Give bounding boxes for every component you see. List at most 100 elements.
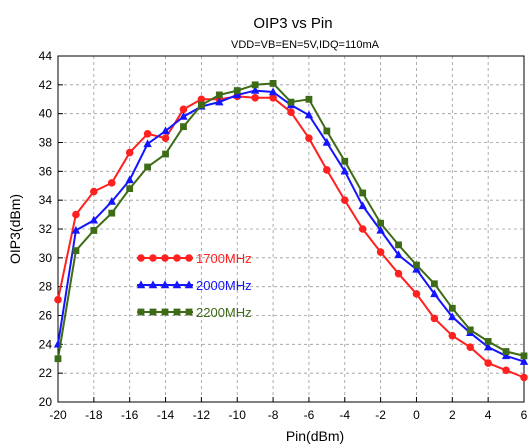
data-point-2000mhz: [483, 342, 493, 351]
data-point-2000mhz: [519, 357, 528, 365]
data-point-2000mhz: [394, 250, 403, 259]
axis-ticks: -20 -18 -16 -14 -12 -10 -8 -6 -4 -2 0 2 4 62022242628…: [39, 49, 528, 422]
data-point-2200mhz: [269, 79, 277, 87]
legend-marker-2200mhz: [173, 308, 181, 316]
data-point-2200mhz: [233, 87, 241, 94]
data-point-2200mhz: [287, 98, 295, 106]
y-tick-label: 36: [39, 164, 53, 178]
y-tick-label: 20: [39, 395, 53, 409]
data-point-1700mhz: [54, 295, 62, 304]
data-point-2000mhz: [125, 175, 134, 184]
data-point-2000mhz: [358, 201, 367, 210]
data-point-2000mhz: [340, 166, 349, 175]
x-tick-label: -12: [193, 408, 211, 422]
data-point-2000mhz: [304, 110, 314, 119]
data-point-2000mhz: [322, 137, 332, 146]
data-point-2200mhz: [502, 348, 510, 355]
legend-marker-1700mhz: [161, 254, 169, 262]
legend-marker-1700mhz: [149, 254, 157, 262]
y-tick-label: 28: [39, 280, 53, 294]
data-point-2000mhz: [376, 225, 385, 234]
legend-label-1700mhz: 1700MHz: [196, 251, 252, 266]
x-tick-label: 0: [413, 408, 420, 422]
legend-marker-2200mhz: [149, 308, 157, 316]
legend-marker-1700mhz: [185, 254, 193, 262]
legend-marker-2000mhz: [184, 280, 194, 289]
data-point-2200mhz: [197, 101, 205, 109]
data-point-2200mhz: [251, 81, 259, 89]
data-point-2000mhz: [430, 289, 439, 298]
y-tick-label: 24: [39, 337, 53, 351]
data-point-2000mhz: [143, 139, 152, 148]
data-point-1700mhz: [358, 225, 367, 233]
legend-marker-2000mhz: [148, 280, 158, 289]
legend-item-1700mhz: 1700MHz: [137, 251, 252, 266]
legend-marker-1700mhz: [173, 254, 181, 262]
data-point-1700mhz: [161, 134, 170, 142]
y-tick-label: 32: [39, 222, 53, 236]
y-tick-label: 22: [39, 366, 53, 380]
data-point-1700mhz: [466, 343, 475, 352]
legend-label-2000mhz: 2000MHz: [196, 278, 252, 293]
legend-marker-2000mhz: [172, 280, 182, 289]
data-point-2200mhz: [413, 261, 420, 269]
x-tick-label: 6: [521, 408, 528, 422]
x-tick-label: -20: [49, 408, 67, 422]
data-point-1700mhz: [125, 148, 134, 157]
data-point-2000mhz: [250, 86, 260, 94]
data-point-1700mhz: [269, 94, 277, 102]
y-tick-label: 30: [39, 251, 53, 265]
data-point-2200mhz: [520, 352, 528, 360]
data-point-2200mhz: [377, 219, 385, 227]
data-point-2000mhz: [161, 126, 170, 135]
data-point-1700mhz: [394, 269, 403, 278]
data-point-1700mhz: [430, 314, 439, 323]
x-tick-label: -2: [375, 408, 386, 422]
y-tick-label: 44: [39, 49, 53, 63]
data-point-2200mhz: [54, 355, 62, 363]
series-2200mhz: [54, 79, 528, 363]
data-point-1700mhz: [179, 105, 188, 114]
data-point-2000mhz: [268, 87, 278, 96]
data-point-2200mhz: [430, 280, 438, 288]
data-point-2200mhz: [144, 163, 152, 171]
data-point-2200mhz: [180, 123, 187, 131]
series-2000mhz: [53, 86, 528, 365]
y-tick-label: 34: [39, 193, 53, 207]
legend-label-2200mhz: 2200MHz: [196, 305, 252, 320]
data-point-2200mhz: [215, 91, 223, 99]
x-tick-label: -10: [229, 408, 247, 422]
y-tick-label: 38: [39, 136, 53, 150]
y-axis-label: OIP3(dBm): [7, 194, 23, 264]
data-point-1700mhz: [323, 166, 331, 174]
x-tick-label: -14: [157, 408, 175, 422]
data-point-2000mhz: [233, 90, 242, 99]
y-tick-label: 40: [39, 107, 53, 121]
data-point-2200mhz: [359, 189, 367, 197]
legend-marker-1700mhz: [137, 254, 145, 262]
legend: 1700MHz 2000MHz 2200MHz: [136, 251, 252, 320]
data-point-2200mhz: [305, 95, 313, 103]
legend-marker-2000mhz: [136, 280, 146, 289]
data-point-2200mhz: [341, 157, 349, 165]
data-point-2200mhz: [395, 241, 402, 249]
data-point-1700mhz: [448, 331, 457, 340]
data-point-2000mhz: [412, 264, 421, 273]
x-tick-label: -4: [339, 408, 350, 422]
data-point-2000mhz: [448, 312, 457, 321]
y-tick-label: 42: [39, 78, 53, 92]
data-point-1700mhz: [287, 108, 295, 117]
data-point-2200mhz: [108, 209, 116, 217]
series-group: [53, 79, 528, 382]
data-point-1700mhz: [305, 134, 313, 142]
data-point-2000mhz: [179, 111, 188, 120]
data-point-2200mhz: [72, 247, 80, 255]
data-point-1700mhz: [107, 179, 116, 187]
chart-subtitle: VDD=VB=EN=5V,IDQ=110mA: [231, 39, 380, 51]
data-point-2200mhz: [323, 127, 331, 135]
x-tick-label: -18: [85, 408, 103, 422]
legend-item-2200mhz: 2200MHz: [137, 305, 252, 320]
data-point-2000mhz: [89, 215, 99, 224]
legend-marker-2200mhz: [137, 308, 145, 316]
